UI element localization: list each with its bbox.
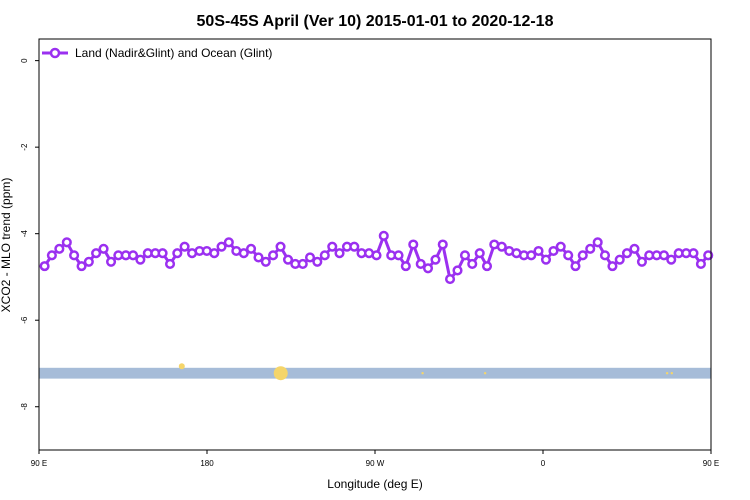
data-point [327,241,338,252]
y-tick-label: 0 [20,58,29,63]
legend-marker [49,47,61,59]
data-point [371,250,382,261]
data-point [621,248,633,259]
land-marker [273,366,288,381]
data-point [297,258,308,270]
data-point [437,239,448,250]
data-point [422,263,434,274]
data-point [106,256,117,267]
data-point [61,237,72,248]
data-point [703,250,714,261]
data-point [209,248,220,259]
x-axis-label: Longitude (deg E) [327,477,422,491]
data-point [312,256,323,267]
data-point [555,241,566,252]
data-point [636,256,647,267]
surface-band [39,363,711,381]
data-point [319,250,330,261]
data-point [607,261,618,272]
land-marker [178,363,185,370]
x-tick-label: 0 [541,459,546,468]
data-point [253,252,264,263]
data-point [393,250,404,261]
data-point [666,254,677,265]
data-point [592,237,603,248]
data-point [459,250,471,261]
data-point [378,230,389,241]
data-point [282,254,294,265]
data-point [83,256,94,267]
data-point [629,243,640,254]
data-point [91,248,102,259]
data-point [408,239,419,250]
data-point [658,250,670,261]
data-point [444,274,456,285]
x-tick-label: 90 E [31,459,47,468]
data-point [695,258,706,270]
data-point [533,245,544,257]
land-marker [421,372,424,375]
data-point [474,248,485,259]
data-point [223,237,234,248]
data-point [540,254,552,265]
data-point [467,258,478,270]
data-point [216,241,227,252]
y-tick-label: -8 [20,403,29,411]
data-point [98,243,109,254]
data-point [481,261,493,272]
data-point [688,248,699,259]
data-point [349,241,360,252]
data-point [268,250,279,261]
legend-entry-label: Land (Nadir&Glint) and Ocean (Glint) [75,46,272,60]
data-point [334,248,345,259]
data-point [69,250,80,261]
y-tick-label: -2 [20,143,29,151]
data-point [563,250,574,261]
data-point [128,250,139,261]
surface-band-strip [39,367,711,379]
data-point [548,245,559,257]
series-points-group [39,230,714,285]
data-point [164,258,176,270]
y-axis-label: XCO2 - MLO trend (ppm) [0,178,13,313]
data-point [246,243,257,254]
data-point [577,250,588,261]
x-axis: 90 E 180 90 W 0 90 E [31,450,719,468]
data-point [452,265,463,276]
data-point [76,261,87,272]
data-point [599,250,611,261]
x-tick-label: 180 [200,459,214,468]
data-point [260,256,271,267]
land-marker [670,372,673,375]
data-point [54,243,65,254]
data-point [614,254,625,265]
y-tick-label: -4 [20,230,29,238]
y-axis: 0 -2 -4 -6 -8 [20,58,39,410]
data-point [172,248,183,259]
chart-title: 50S-45S April (Ver 10) 2015-01-01 to 202… [197,13,554,30]
data-point [415,258,426,270]
data-point [157,248,168,259]
legend: Land (Nadir&Glint) and Ocean (Glint) [42,46,272,60]
data-point [238,248,249,259]
data-point [46,250,57,261]
plot-frame [38,38,712,451]
data-point [585,243,596,254]
data-point [430,254,441,265]
land-marker [665,372,669,375]
data-point [135,254,146,265]
data-point [570,261,581,272]
x-tick-label: 90 E [703,459,719,468]
y-tick-label: -6 [20,316,29,324]
land-marker [483,372,487,375]
data-point [400,261,411,272]
data-point [275,241,286,252]
data-point [179,241,190,252]
data-point [39,261,50,272]
data-point [496,241,507,252]
data-point [304,252,316,263]
x-tick-label: 90 W [366,459,385,468]
data-point [526,250,537,261]
